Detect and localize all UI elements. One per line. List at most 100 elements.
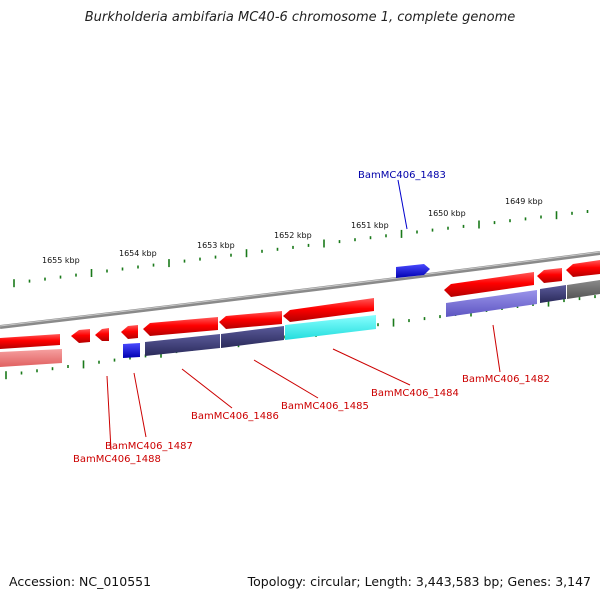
leader-line-bammc406-1482 [492,324,501,373]
gene-bar-bammc406-1483[interactable] [396,264,430,278]
scale-tick-lower [129,356,131,360]
scale-tick-upper [44,277,46,281]
cds-bar[interactable] [219,311,282,329]
scale-tick-upper [323,239,325,248]
scale-tick-upper [431,228,434,232]
scale-tick-upper [121,267,124,271]
scale-tick-upper [261,249,263,253]
scale-tick-upper [400,229,403,238]
scale-tick-lower [36,369,38,373]
scale-tick-lower [563,299,565,303]
leader-line-bammc406-1484 [332,348,411,386]
scale-tick-lower [377,323,379,327]
cds-bar[interactable] [143,317,218,336]
gene-label-bammc406-1487[interactable]: BamMC406_1487 [105,441,193,452]
cds-bar[interactable] [537,268,562,283]
cds-bar[interactable] [95,328,109,341]
scale-tick-lower [67,365,69,368]
cds-bar[interactable] [444,272,534,297]
scale-tick-upper [493,221,496,225]
feature-bar-gray[interactable] [567,280,600,299]
feature-bar-purple[interactable] [145,334,220,356]
cds-bar[interactable] [71,329,90,343]
gene-label-bammc406-1483[interactable]: BamMC406_1483 [358,170,446,181]
tick-label-1652: 1652 kbp [274,231,312,240]
feature-bar-pink[interactable] [0,349,62,367]
gene-label-bammc406-1488[interactable]: BamMC406_1488 [73,454,161,465]
scale-tick-upper [13,279,15,288]
scale-tick-lower [113,358,116,362]
tick-label-1649: 1649 kbp [505,197,543,206]
scale-tick-upper [555,211,558,220]
scale-tick-upper [447,226,449,230]
scale-tick-upper [462,224,465,228]
scale-tick-upper [183,259,186,263]
backbone-arc-highlight [0,251,600,327]
feature-bar-purple[interactable] [221,326,284,348]
feature-track [0,280,600,367]
backbone-arc [0,251,600,329]
accession-label: Accession: NC_010551 [9,574,152,589]
tick-label-1651: 1651 kbp [351,221,389,230]
leader-line-bammc406-1485 [253,359,319,399]
scale-tick-lower [547,298,550,307]
scale-tick-lower [392,318,395,327]
scale-tick-upper [168,259,170,268]
scale-tick-upper [245,249,248,258]
feature-bar-purple[interactable] [540,285,566,303]
leader-line-bammc406-1488 [106,375,112,451]
scale-tick-lower [82,360,85,369]
scale-tick-upper [214,255,217,259]
scale-tick-lower [439,315,441,319]
map-title: Burkholderia ambifaria MC40-6 chromosome… [84,10,516,25]
cds-bar[interactable] [566,260,600,277]
scale-tick-lower [594,295,596,299]
scale-tick-upper [540,215,542,219]
feature-bar-blue[interactable] [123,343,140,358]
feature-bar-cyan[interactable] [285,315,376,340]
scale-tick-upper [571,211,573,215]
scale-tick-upper [509,219,511,223]
scale-tick-upper [307,243,310,247]
gene-label-bammc406-1486[interactable]: BamMC406_1486 [191,411,279,422]
scale-tick-upper [28,279,31,283]
scale-tick-upper [385,234,387,238]
gene-leader-lines [106,179,501,451]
scale-tick-upper [59,275,62,279]
scale-tick-lower [423,317,426,321]
tick-label-1653: 1653 kbp [197,241,235,250]
scale-tick-upper [276,247,279,251]
cds-bar[interactable] [0,334,60,349]
scale-tick-lower [51,367,54,371]
tick-label-1650: 1650 kbp [428,209,466,218]
scale-tick-upper [152,263,155,267]
scale-ticks-upper [13,210,589,288]
cds-bar[interactable] [283,298,374,322]
scale-tick-lower [98,360,100,364]
scale-tick-upper [292,245,294,249]
scale-tick-lower [408,319,410,323]
cds-bar[interactable] [121,325,138,339]
scale-tick-upper [199,257,201,261]
scale-tick-upper [416,230,418,234]
scale-tick-upper [354,238,356,242]
feature-bar-lavender[interactable] [446,290,537,317]
leader-line-bammc406-1487 [133,372,147,438]
scale-tick-lower [5,371,7,380]
scale-tick-upper [586,210,589,213]
scale-tick-upper [338,240,341,244]
gene-label-bammc406-1485[interactable]: BamMC406_1485 [281,401,369,412]
scale-tick-upper [106,269,108,273]
scale-tick-upper [137,265,139,269]
topology-stats-label: Topology: circular; Length: 3,443,583 bp… [247,574,591,589]
scale-tick-lower [20,371,23,375]
scale-tick-upper [524,217,527,221]
gene-label-bammc406-1482[interactable]: BamMC406_1482 [462,374,550,385]
gene-label-bammc406-1484[interactable]: BamMC406_1484 [371,388,459,399]
tick-label-1655: 1655 kbp [42,256,80,265]
scale-tick-upper [369,236,372,240]
scale-tick-upper [478,220,480,229]
leader-line-bammc406-1486 [181,368,233,409]
